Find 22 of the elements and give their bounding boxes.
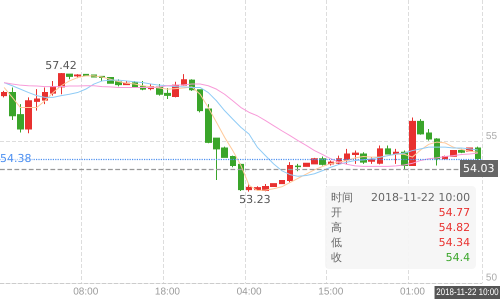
- x-tick-label: 18:00: [154, 286, 180, 298]
- x-tick-label: 04:00: [236, 286, 262, 298]
- ref-line-label: 54.03: [460, 160, 498, 177]
- ref-line-label: 54.38: [0, 152, 32, 166]
- annotation: 54.82: [438, 220, 470, 235]
- annotation: 57.42: [45, 59, 77, 72]
- x-tick-label: 01:00: [400, 286, 426, 298]
- text: 2018-11-22 10:00: [434, 286, 500, 299]
- annotation: 2018-11-22 10:00: [370, 190, 470, 205]
- annotation: 53.23: [239, 192, 271, 206]
- annotation: 时间: [331, 190, 353, 205]
- annotation: 54.4: [444, 250, 470, 265]
- annotation: 高: [331, 220, 343, 235]
- x-tick-label: 15:00: [318, 286, 344, 298]
- y-tick-label: 55: [486, 131, 498, 142]
- annotation: 54.77: [438, 205, 470, 220]
- annotation: 收: [331, 250, 343, 265]
- annotation: 低: [331, 235, 343, 250]
- y-tick-label: 50: [486, 272, 498, 284]
- annotation: 54.34: [438, 235, 470, 250]
- x-tick-label: 08:00: [73, 286, 99, 298]
- annotation: 开: [331, 205, 343, 220]
